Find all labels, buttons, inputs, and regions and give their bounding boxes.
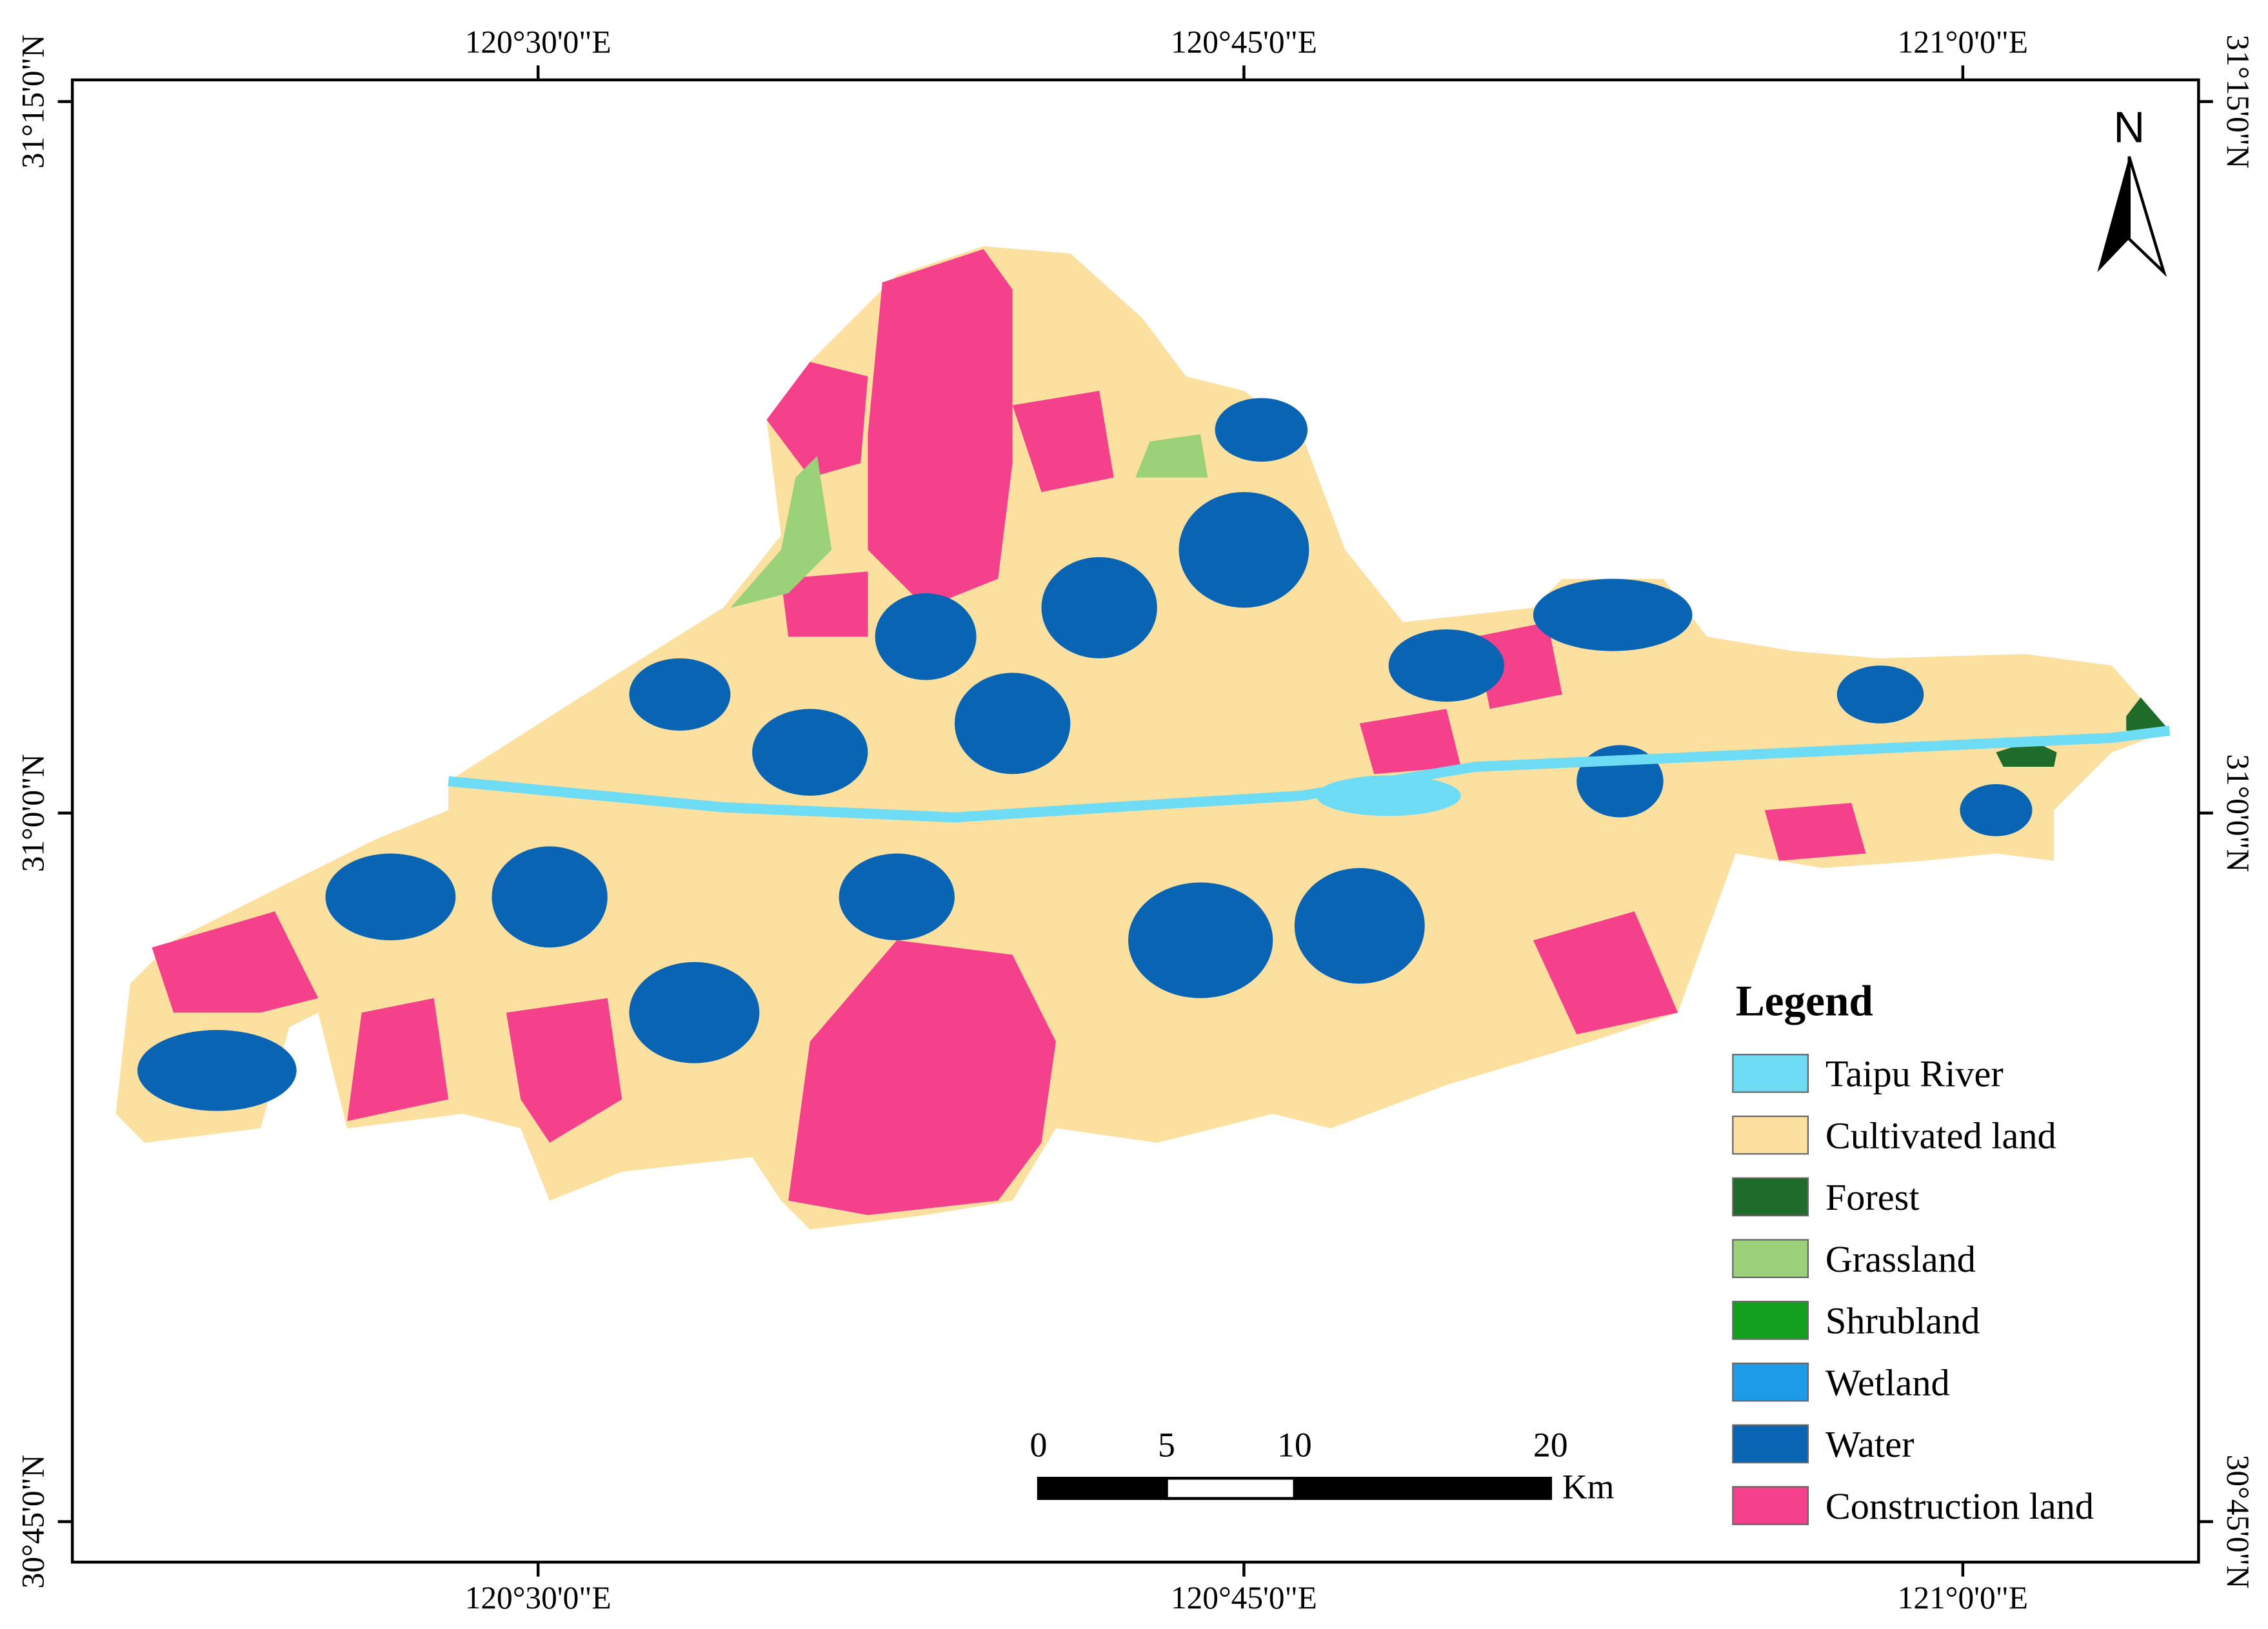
water-patch (752, 709, 868, 796)
water-patch (1294, 867, 1425, 984)
legend-swatch (1732, 1362, 1809, 1402)
legend-swatch (1732, 1424, 1809, 1464)
water-patch (325, 853, 456, 941)
lon-label: 120°30'0"E (465, 24, 612, 59)
lon-label: 121°0'0"E (1898, 24, 2028, 59)
land-cover (115, 246, 2171, 1230)
scale-segment (1037, 1476, 1168, 1500)
lon-label: 120°45'0"E (1171, 1580, 1317, 1615)
lon-label: 120°30'0"E (465, 1580, 612, 1615)
grassland-patch (730, 455, 832, 608)
construction-patch (766, 362, 868, 478)
scale-label: 10 (1277, 1426, 1312, 1465)
water-patch (1960, 784, 2033, 836)
water-patch (1215, 398, 1308, 462)
lat-label: 31°0'0"N (15, 754, 50, 872)
forest-patch (2126, 697, 2170, 731)
lat-label: 30°45'0"N (2220, 1455, 2256, 1589)
water-patch (492, 846, 608, 948)
legend-swatch (1732, 1054, 1809, 1093)
legend-title: Legend (1736, 977, 1873, 1025)
water-patch (137, 1030, 297, 1111)
water-patch (875, 593, 977, 680)
construction-patch (506, 998, 622, 1143)
legend-swatch (1732, 1115, 1809, 1155)
scale-label: 5 (1158, 1426, 1175, 1465)
water-patch (1836, 666, 1924, 724)
arrow-left (2097, 156, 2129, 273)
legend-swatch (1732, 1486, 1809, 1525)
lat-label: 30°45'0"N (15, 1455, 50, 1589)
graticule-ticks (57, 65, 2213, 1577)
legend-label: Wetland (1825, 1361, 1950, 1403)
construction-patch (1012, 390, 1114, 492)
lon-label: 120°45'0"E (1171, 24, 1317, 59)
construction-patch (868, 249, 1013, 608)
water-patch (954, 673, 1071, 775)
construction-patch (347, 998, 449, 1121)
scale-label: 0 (1030, 1426, 1048, 1465)
legend-label: Forest (1825, 1176, 1920, 1218)
legend-label: Construction land (1825, 1485, 2094, 1527)
water-patch (629, 962, 760, 1063)
legend-swatch (1732, 1177, 1809, 1217)
water-patch (1179, 491, 1309, 608)
arrow-right (2127, 156, 2167, 277)
construction-patch (152, 911, 319, 1013)
latitude-labels: 31°15'0"N 31°0'0"N 30°45'0"N 31°15'0"N 3… (15, 35, 2256, 1589)
lon-label: 121°0'0"E (1898, 1580, 2028, 1615)
legend-label: Cultivated land (1825, 1114, 2056, 1156)
water-patch (1041, 557, 1157, 658)
construction-patch (781, 571, 868, 637)
lat-label: 31°15'0"N (15, 35, 50, 169)
longitude-labels: 120°30'0"E 120°45'0"E 121°0'0"E 120°30'0… (465, 24, 2028, 1615)
lat-label: 31°15'0"N (2220, 35, 2256, 169)
water-patch (629, 658, 731, 731)
legend-label: Shrubland (1825, 1300, 1980, 1342)
north-arrow: N (2097, 103, 2167, 277)
legend-swatch (1732, 1239, 1809, 1278)
construction-patch (1764, 803, 1866, 861)
legend-label: Taipu River (1825, 1053, 2004, 1095)
north-label: N (2113, 103, 2145, 152)
scale-label: 20 (1533, 1426, 1568, 1465)
river-lake (1316, 775, 1461, 816)
forest-patch (1996, 740, 2057, 767)
legend-label: Water (1825, 1423, 1915, 1465)
construction-patch (788, 940, 1056, 1216)
water-patch (839, 853, 955, 941)
legend: Legend Taipu River Cultivated land Forest G… (1732, 977, 2094, 1527)
water-patch (1388, 629, 1505, 702)
construction-patch (1533, 911, 1678, 1034)
scale-segment (1293, 1476, 1553, 1500)
scale-segment (1165, 1476, 1297, 1500)
lat-label: 31°0'0"N (2220, 754, 2256, 872)
legend-label: Grassland (1825, 1238, 1976, 1280)
construction-patch (1359, 709, 1461, 775)
water-patch (1128, 882, 1273, 998)
legend-swatch (1732, 1301, 1809, 1340)
scale-unit: Km (1562, 1468, 1615, 1506)
grassland-patch (1135, 434, 1208, 478)
construction-patch (1475, 622, 1562, 709)
water-patch (1533, 578, 1693, 651)
